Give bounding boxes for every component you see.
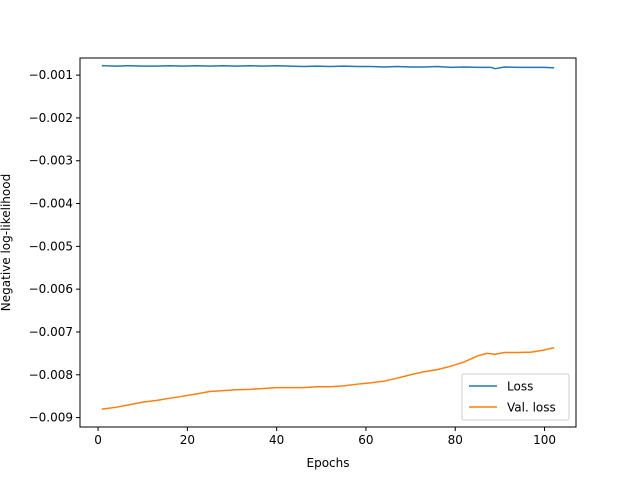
series-line-2 (101, 346, 555, 410)
y-tick-label: −0.001 (29, 68, 73, 82)
y-tick-label: −0.007 (29, 325, 73, 339)
plot-frame (79, 57, 577, 428)
series-layer (101, 64, 555, 410)
y-tick-label: −0.006 (29, 282, 73, 296)
x-tick-label: 80 (448, 433, 463, 447)
legend-label-1: Loss (507, 380, 533, 394)
y-tick-label: −0.005 (29, 239, 73, 253)
x-tick-label: 100 (533, 433, 556, 447)
y-tick-label: −0.002 (29, 111, 73, 125)
series-line-1 (101, 64, 555, 70)
x-tick-label: 0 (94, 433, 102, 447)
y-axis: −0.009 −0.008 −0.007 −0.006 −0.005 −0.004 −0.0… (29, 68, 80, 425)
y-axis-label: Negative log-likelihood (0, 174, 13, 311)
legend-label-2: Val. loss (507, 401, 556, 415)
legend: Loss Val. loss (461, 373, 570, 421)
x-tick-label: 20 (180, 433, 195, 447)
x-axis: 0 20 40 60 80 100 (94, 427, 556, 447)
y-tick-label: −0.009 (29, 411, 73, 425)
y-tick-label: −0.008 (29, 368, 73, 382)
x-tick-label: 60 (358, 433, 373, 447)
y-tick-label: −0.003 (29, 154, 73, 168)
x-tick-label: 40 (269, 433, 284, 447)
y-tick-label: −0.004 (29, 197, 73, 211)
x-axis-label: Epochs (307, 456, 350, 470)
